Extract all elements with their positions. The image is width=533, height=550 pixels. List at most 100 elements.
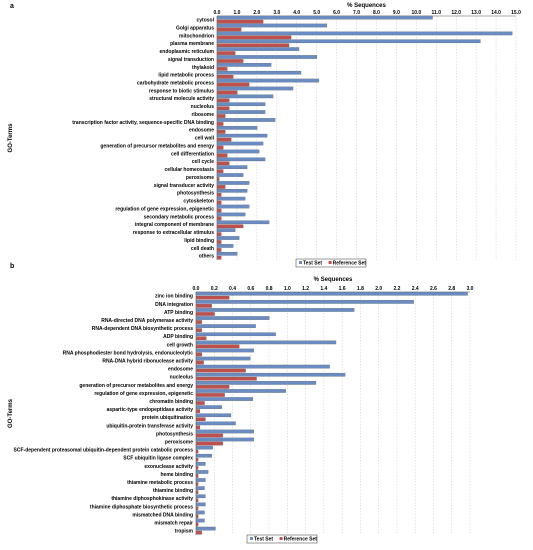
panel-a-legend-swatch: [299, 261, 302, 264]
panel-a-bar-test-set: [217, 118, 276, 122]
panel-a-bar-test-set: [217, 133, 268, 138]
panel-b-bar-test-set: [196, 405, 222, 409]
panel-a-tick-label: 15.0: [511, 10, 521, 16]
panel-b-bar-test-set: [196, 421, 236, 426]
panel-b-bar-test-set: [196, 494, 206, 499]
panel-b-bar-reference-set: [196, 352, 202, 357]
panel-b-category-label: thiamine diphosphate biosynthetic proces…: [90, 504, 193, 510]
panel-a-tick-label: 3.0: [273, 10, 280, 16]
panel-b-bar-test-set: [196, 308, 355, 312]
panel-b-bar-reference-set: [196, 441, 223, 446]
panel-a-bar-reference-set: [217, 59, 244, 63]
panel-a-bar-reference-set: [217, 74, 234, 79]
panel-b-bar-reference-set: [196, 425, 201, 430]
panel-b-ylabel: GO-Terms: [8, 398, 14, 428]
panel-b-category-label: RNA-dependent DNA biosynthetic process: [92, 326, 193, 332]
panel-a-tick-label: 5.0: [313, 10, 320, 16]
panel-b-bar-test-set: [196, 372, 346, 377]
panel-b-category-label: ATP binding: [164, 310, 193, 316]
panel-b-bar-test-set: [196, 518, 205, 523]
panel-a-category-label: response to biotic stimulus: [149, 88, 214, 94]
panel-b-category-label: exonuclease activity: [144, 464, 193, 470]
panel-b-tick-label: 1.6: [339, 286, 346, 292]
panel-b-tick-label: 1.4: [320, 286, 327, 292]
panel-a-bar-reference-set: [217, 114, 226, 118]
panel-b-bar-test-set: [196, 348, 254, 353]
panel-a-bar-test-set: [217, 78, 320, 83]
panel-a-tick-label: 1.0: [233, 10, 240, 16]
panel-b-tick-label: 2.6: [430, 286, 437, 292]
panel-b-bar-reference-set: [196, 522, 199, 527]
panel-b-bar-reference-set: [196, 474, 199, 478]
panel-a-bar-test-set: [217, 70, 302, 75]
panel-b-legend-label: Test Set: [254, 536, 273, 542]
panel-a-category-label: nucleolus: [191, 104, 215, 110]
panel-b-bar-test-set: [196, 429, 254, 434]
panel-b-category-label: SCF ubiquitin ligase complex: [123, 456, 193, 462]
panel-a-bar-reference-set: [217, 122, 224, 126]
panel-a-category-label: endosome: [189, 128, 214, 134]
panel-b-tick-label: 1.0: [284, 286, 291, 292]
panel-b-bar-test-set: [196, 340, 337, 345]
panel-b-category-label: aspartic-type endopeptidase activity: [107, 407, 194, 413]
panel-b-category-label: DNA integration: [155, 302, 193, 308]
panel-a-bar-reference-set: [217, 106, 230, 111]
panel-a-bar-reference-set: [217, 192, 222, 197]
panel-b-category-label: cell growth: [167, 342, 193, 348]
panel-a-bar-test-set: [217, 110, 266, 114]
panel-b-bar-test-set: [196, 300, 414, 304]
panel-a-category-label: cytoskeleton: [183, 199, 214, 205]
panel-b-category-label: generation of precursor metabolites and …: [79, 383, 193, 389]
panel-a-bar-reference-set: [217, 51, 236, 55]
panel-a-bar-test-set: [217, 165, 248, 169]
panel-b-category-label: regulation of gene expression, epigeneti…: [94, 391, 193, 397]
panel-a-bar-test-set: [217, 102, 266, 107]
panel-a-category-label: mitochondrion: [179, 33, 214, 39]
panel-a-bar-reference-set: [217, 185, 226, 189]
panel-b-bar-reference-set: [196, 336, 207, 341]
panel-a-category-label: cell wall: [195, 136, 215, 142]
panel-b-category-label: ADP binding: [163, 334, 193, 340]
panel-a-tick-label: 11.0: [432, 10, 442, 16]
panel-a-category-label: secondary metabolic process: [144, 214, 215, 220]
panel-a-bar-reference-set: [217, 98, 230, 103]
panel-a-category-label: integral component of membrane: [135, 222, 214, 228]
panel-a-category-label: carbohydrate metabolic process: [137, 81, 214, 87]
panel-a-bar-test-set: [217, 236, 240, 240]
panel-a-bar-reference-set: [217, 200, 222, 205]
panel-a-category-label: cytosol: [196, 18, 214, 24]
panel-b-category-label: thiamine binding: [153, 488, 193, 494]
panel-b-tick-label: 0.6: [247, 286, 254, 292]
panel-a-bar-reference-set: [217, 248, 222, 252]
panel-b-category-label: heme binding: [161, 472, 194, 478]
panel-a-tick-label: 0.0: [214, 10, 221, 16]
panel-b-bar-test-set: [196, 526, 216, 531]
panel-b-bar-reference-set: [196, 449, 199, 454]
panel-a-bar-reference-set: [217, 67, 228, 71]
panel-a-bar-test-set: [217, 204, 250, 209]
panel-b-bar-test-set: [196, 291, 468, 296]
panel-a-bar-test-set: [217, 196, 246, 201]
panel-b-bar-reference-set: [196, 328, 202, 332]
panel-a-ylabel: GO-Terms: [8, 123, 14, 153]
panel-b-bar-test-set: [196, 445, 213, 450]
panel-b-category-label: RNA phosphodiester bond hydrolysis, endo…: [63, 350, 194, 356]
panel-a-category-label: transcription factor activity, sequence-…: [72, 120, 214, 126]
panel-b-category-label: RNA-DNA hybrid ribonuclease activity: [102, 358, 193, 364]
panel-b-title: % Sequences: [314, 277, 353, 283]
panel-b-bar-reference-set: [196, 433, 223, 438]
panel-a-bar-test-set: [217, 63, 272, 67]
panel-a-label: a: [10, 3, 14, 10]
panel-b-bar-test-set: [196, 478, 206, 482]
panel-b-bar-reference-set: [196, 417, 206, 422]
panel-b-bar-reference-set: [196, 401, 205, 405]
panel-a-bar-test-set: [217, 141, 264, 146]
panel-a-bar-reference-set: [217, 145, 224, 150]
panel-a-bar-test-set: [217, 220, 270, 225]
panel-a-bar-test-set: [217, 15, 433, 20]
panel-a-category-label: peroxisome: [186, 175, 214, 181]
panel-b-legend-label: Reference Set: [284, 536, 318, 542]
panel-a-tick-label: 6.0: [333, 10, 340, 16]
panel-b-bar-test-set: [196, 332, 276, 337]
